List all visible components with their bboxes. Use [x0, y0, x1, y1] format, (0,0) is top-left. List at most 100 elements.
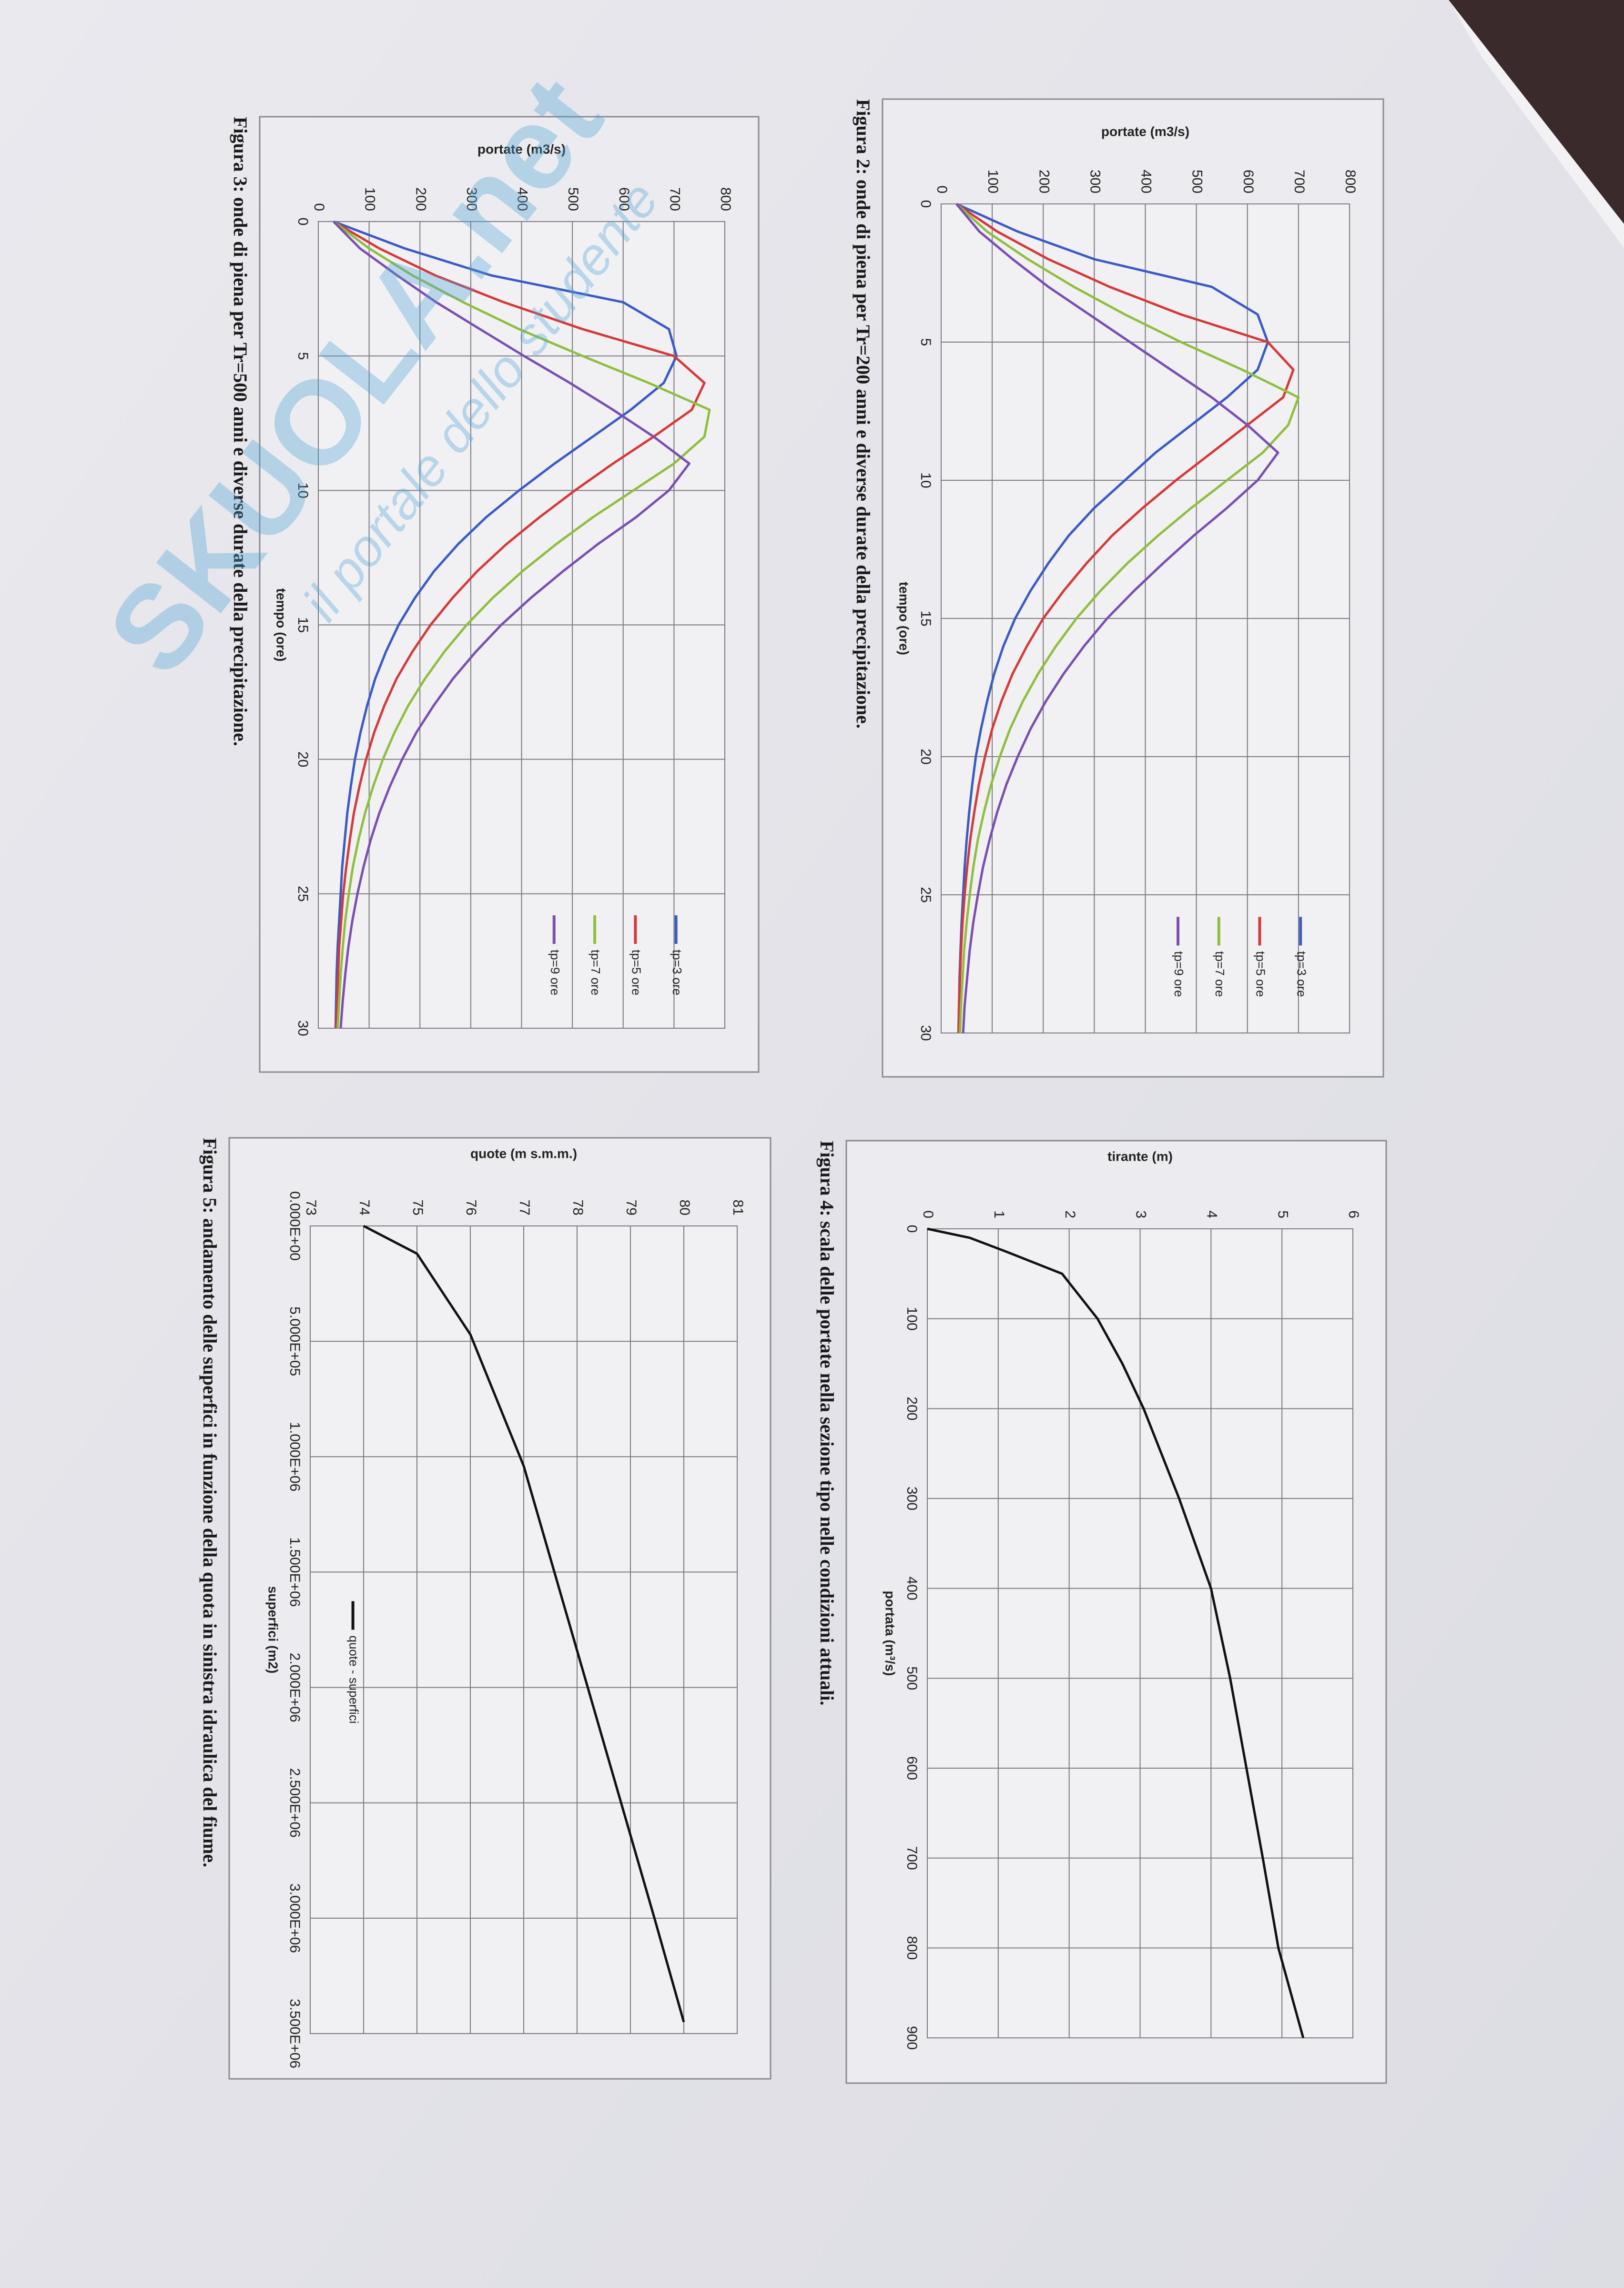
x-tick-label: 15: [295, 617, 311, 633]
series-line: [955, 203, 1300, 1033]
legend-label: tp=5 ore: [1254, 951, 1268, 997]
chart: 73 74 75 76 77 78 79 80 81 0.000E+00 5.000E+05 1.00…: [199, 1137, 771, 2080]
x-axis-title: portata (m³/s): [883, 1591, 898, 1676]
y-tick-label: 600: [616, 187, 632, 211]
chart: 0 1 2 3 4 5 6 0 100 200 300 400 500 600 700 800 900 porta…: [816, 1140, 1387, 2084]
y-tick-label: 700: [1291, 170, 1307, 193]
y-tick-label: 600: [1240, 170, 1256, 193]
caption: Figura 3: onde di piena per Tr=500 anni …: [230, 117, 251, 746]
series-line: [955, 202, 1295, 1033]
series-line: [333, 221, 711, 1029]
x-tick-label: 5.000E+05: [287, 1306, 303, 1376]
y-tick-label: 74: [356, 1200, 372, 1215]
x-tick-label: 3.500E+06: [287, 1999, 303, 2068]
legend-label: tp=5 ore: [629, 950, 643, 995]
y-tick-label: 200: [413, 187, 428, 211]
x-tick-label: 400: [904, 1577, 920, 1600]
series-line: [363, 1225, 685, 2023]
y-tick-label: 100: [362, 187, 378, 211]
x-tick-label: 100: [904, 1307, 920, 1331]
legend-label: tp=7 ore: [589, 950, 603, 995]
y-tick-label: 500: [565, 187, 581, 211]
y-tick-label: 0: [934, 185, 950, 193]
x-tick-label: 3.000E+06: [287, 1883, 303, 1953]
x-tick-label: 0: [904, 1225, 920, 1233]
series-line: [333, 220, 706, 1029]
x-axis-title: tempo (ore): [274, 588, 289, 662]
y-tick-label: 79: [623, 1200, 639, 1215]
x-tick-label: 600: [904, 1756, 920, 1780]
y-tick-label: 1: [991, 1210, 1007, 1218]
y-tick-label: 800: [718, 187, 733, 211]
x-tick-label: 2.500E+06: [287, 1768, 303, 1838]
y-tick-label: 0: [311, 203, 327, 211]
y-tick-label: 4: [1204, 1210, 1219, 1218]
y-tick-label: 100: [985, 170, 1001, 193]
x-axis-title: tempo (ore): [897, 582, 912, 655]
y-axis-title: tirante (m): [1107, 1149, 1173, 1164]
legend-label: quote - superfici: [347, 1636, 361, 1724]
x-tick-label: 2.000E+06: [287, 1653, 303, 1722]
y-tick-label: 76: [463, 1200, 479, 1215]
x-tick-label: 0: [295, 218, 311, 226]
legend-label: tp=9 ore: [548, 950, 562, 995]
x-tick-label: 30: [918, 1025, 934, 1041]
x-tick-label: 1.000E+06: [287, 1422, 303, 1491]
y-tick-label: 81: [730, 1200, 746, 1215]
chart: 0 100 200 300 400 500 600 700 800 0 5 10 15 20 25 30 tem…: [230, 116, 760, 1073]
charts: 0 100 200 300 400 500 600 700 800051015202530tem…: [199, 98, 1387, 2084]
y-axis-title: portate (m3/s): [1101, 124, 1189, 139]
legend-label: tp=7 ore: [1213, 951, 1227, 997]
series-line: [955, 203, 1279, 1033]
y-tick-label: 73: [303, 1200, 319, 1215]
y-tick-label: 77: [517, 1200, 532, 1215]
x-tick-label: 10: [918, 472, 934, 488]
x-tick-label: 25: [295, 886, 311, 901]
caption: Figura 5: andamento delle superfici in f…: [199, 1138, 221, 1867]
chart: 0 100 200 300 400 500 600 700 800 0 5 10 15 20 25 30 tem…: [853, 98, 1384, 1078]
x-tick-label: 25: [918, 887, 934, 902]
x-tick-label: 10: [295, 483, 311, 498]
caption: Figura 2: onde di piena per Tr=200 anni …: [853, 99, 874, 729]
series-line: [333, 221, 690, 1029]
y-tick-label: 3: [1133, 1210, 1149, 1218]
y-tick-label: 300: [1087, 170, 1103, 193]
y-axis-title: portate (m3/s): [477, 142, 566, 156]
x-tick-label: 700: [904, 1846, 920, 1870]
y-tick-label: 0: [920, 1210, 936, 1218]
x-tick-label: 200: [904, 1397, 920, 1420]
y-tick-label: 5: [1275, 1210, 1290, 1218]
y-tick-label: 400: [1138, 170, 1154, 193]
y-tick-label: 78: [570, 1200, 586, 1215]
x-tick-label: 900: [904, 2026, 920, 2050]
y-tick-label: 200: [1036, 170, 1052, 193]
y-tick-label: 300: [464, 187, 479, 211]
x-axis-title: superfici (m2): [266, 1586, 281, 1674]
series-line: [333, 220, 678, 1029]
x-tick-label: 15: [918, 610, 934, 626]
x-tick-label: 300: [904, 1487, 920, 1510]
legend-label: tp=9 ore: [1172, 951, 1186, 997]
x-tick-label: 800: [904, 1936, 920, 1960]
y-axis-title: quote (m s.m.m.): [470, 1146, 577, 1161]
x-tick-label: 0.000E+00: [287, 1191, 303, 1261]
y-tick-label: 400: [515, 187, 530, 211]
x-tick-label: 5: [295, 352, 311, 360]
x-tick-label: 30: [295, 1020, 311, 1036]
legend-label: tp=3 ore: [1294, 951, 1309, 997]
y-tick-label: 80: [677, 1200, 692, 1215]
x-tick-label: 1.500E+06: [287, 1537, 303, 1607]
data-line: [927, 1227, 1305, 2038]
y-tick-label: 75: [410, 1200, 426, 1215]
y-tick-label: 2: [1062, 1210, 1078, 1218]
caption: Figura 4: scala delle portate nella sezi…: [816, 1141, 838, 1705]
y-tick-label: 6: [1346, 1210, 1361, 1218]
x-tick-label: 20: [295, 751, 311, 767]
y-tick-label: 800: [1342, 170, 1358, 193]
legend-label: tp=3 ore: [670, 950, 684, 995]
paper-fold: [1449, 0, 1624, 248]
y-tick-label: 500: [1189, 170, 1205, 193]
x-tick-label: 500: [904, 1666, 920, 1690]
